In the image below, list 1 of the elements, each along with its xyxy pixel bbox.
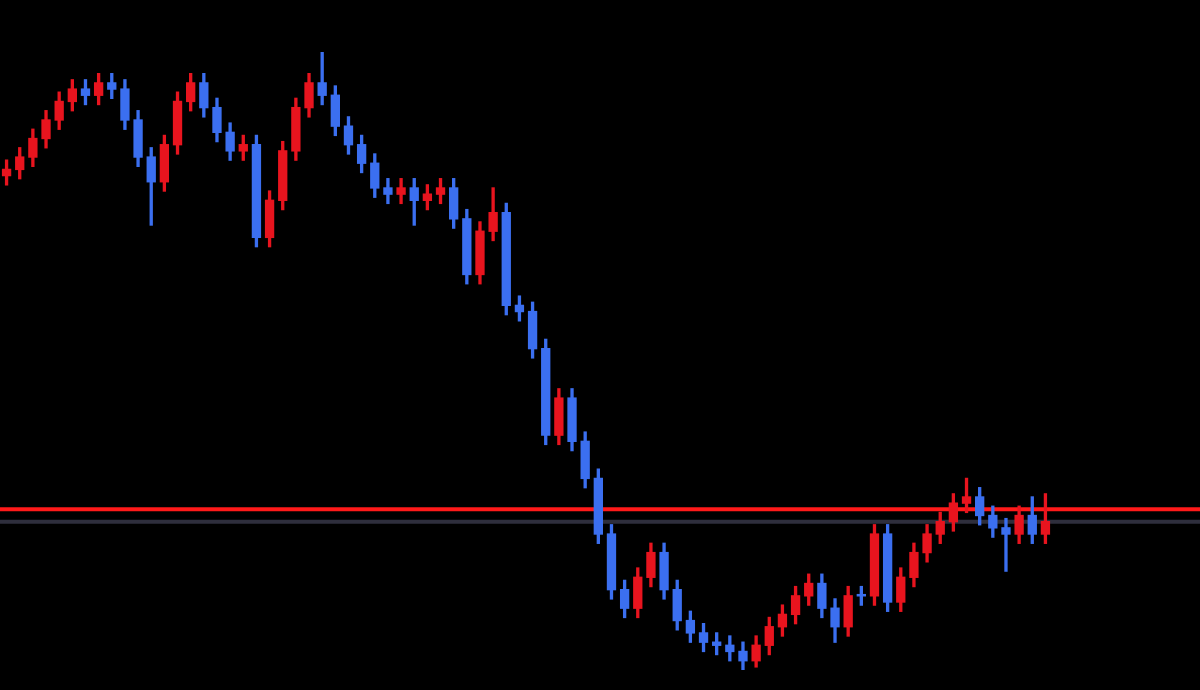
candlestick [1001, 517, 1011, 572]
